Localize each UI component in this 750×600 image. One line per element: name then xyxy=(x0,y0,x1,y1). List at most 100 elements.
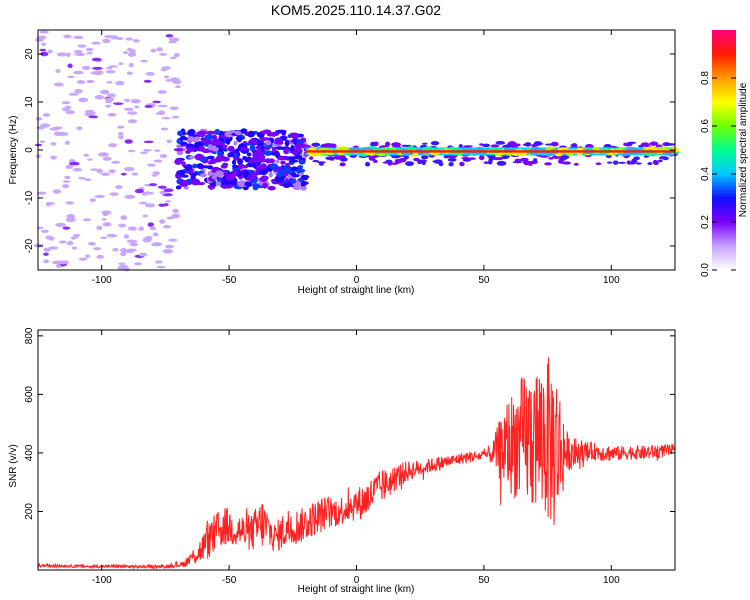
spectrogram-cell xyxy=(166,139,173,144)
spectrogram-cell xyxy=(461,157,471,160)
spectrogram-cell xyxy=(92,66,103,70)
spectrogram-cell xyxy=(102,222,112,227)
spectrogram-cell xyxy=(120,172,127,176)
snr-ylabel: SNR (v/v) xyxy=(8,444,19,487)
spectrogram-cell xyxy=(215,142,225,146)
spectrogram-cell xyxy=(55,264,62,269)
spectrogram-cell xyxy=(573,163,579,166)
spectrogram-cell xyxy=(65,201,74,205)
spectrogram-cell xyxy=(633,156,640,161)
spectrogram-cell xyxy=(105,104,112,108)
spectrogram-ylabel: Frequency (Hz) xyxy=(8,116,19,185)
snr-y-tick-label: 200 xyxy=(24,503,35,520)
spectrogram-cell xyxy=(61,184,70,189)
spectrogram-cell xyxy=(231,164,239,169)
spectrogram-cell xyxy=(256,140,264,147)
spectrogram-cell xyxy=(61,101,71,105)
spectrogram-cell xyxy=(77,44,87,48)
spectrogram-cell xyxy=(211,175,218,180)
spectrogram-cell xyxy=(214,128,221,136)
spectrogram-cell xyxy=(233,140,238,146)
spectrogram-cell xyxy=(325,156,335,160)
spectrogram-cell xyxy=(243,165,249,169)
spectrogram-cell xyxy=(225,173,236,181)
spectrogram-cell xyxy=(89,198,96,203)
colorbar-gradient xyxy=(712,30,736,270)
spectrogram-cell xyxy=(275,146,285,150)
spectrogram-cell xyxy=(82,218,92,222)
chart-title: KOM5.2025.110.14.37.G02 xyxy=(270,2,442,18)
spectrogram-cell xyxy=(127,52,137,57)
snr-plot-area xyxy=(38,330,675,570)
spectrogram-cell xyxy=(550,141,559,147)
spectrogram-cell xyxy=(76,80,86,84)
spectrogram-cell xyxy=(275,141,284,145)
spectrogram-y-tick-label: 0 xyxy=(24,147,35,153)
spectrogram-cell xyxy=(658,156,668,160)
spectrogram-cell xyxy=(158,110,166,116)
spectrogram-cell xyxy=(115,185,123,189)
spectrogram-cell xyxy=(270,152,280,156)
spectrogram-cell xyxy=(247,130,255,138)
spectrogram-cell xyxy=(311,142,321,147)
snr-x-ticks: -100 -50 0 50 100 xyxy=(92,330,620,586)
spectrogram-cell xyxy=(100,236,107,240)
spectrogram-xlabel: Height of straight line (km) xyxy=(298,285,415,296)
spectrogram-cell xyxy=(295,168,306,173)
spectrogram-cell xyxy=(185,143,195,148)
spectrogram-cell xyxy=(214,170,224,178)
spectrogram-cell xyxy=(237,180,247,188)
spectrogram-cell xyxy=(65,52,71,57)
spectrogram-cell xyxy=(244,181,253,188)
spectrogram-cell xyxy=(102,156,112,161)
spectrogram-cell xyxy=(244,177,254,181)
spectrogram-cell xyxy=(295,154,303,160)
spectrogram-cell xyxy=(123,166,135,172)
spectrogram-cell xyxy=(157,90,168,94)
spectrogram-cell xyxy=(72,233,81,237)
spectrogram-cell xyxy=(370,141,377,147)
spectrogram-cell xyxy=(385,141,391,147)
spectrogram-cell xyxy=(98,152,109,157)
spectrogram-cell xyxy=(652,159,658,165)
spectrogram-cell xyxy=(86,110,96,116)
spectrogram-cell xyxy=(118,62,124,66)
spectrogram-cell xyxy=(93,247,101,251)
spectrogram-cell xyxy=(665,143,676,146)
spectrogram-cell xyxy=(291,174,300,178)
spectrogram-cell xyxy=(483,161,490,165)
spectrogram-cell xyxy=(129,242,139,247)
spectrogram-cell xyxy=(159,52,168,56)
spectrogram-cell xyxy=(166,216,175,220)
spectrogram-cell xyxy=(163,188,174,193)
colorbar-label: Normalized spectral amplitude xyxy=(738,82,749,217)
spectrogram-cell xyxy=(312,160,320,163)
spectrogram-cell xyxy=(52,189,62,194)
spectrogram-cell xyxy=(171,115,180,119)
spectrogram-cell xyxy=(134,188,144,194)
spectrogram-cell xyxy=(237,158,244,165)
spectrogram-cell xyxy=(111,160,121,164)
spectrogram-cell xyxy=(157,104,168,108)
spectrogram-cell xyxy=(224,130,234,138)
spectrogram-cell xyxy=(468,157,476,160)
spectrogram-cell xyxy=(72,167,83,172)
colorbar-tick-label: 0.2 xyxy=(700,215,711,229)
spectrogram-cell xyxy=(62,180,71,183)
spectrogram-cell xyxy=(502,144,513,148)
spectrogram-cell xyxy=(180,141,188,146)
spectrogram-cell xyxy=(144,203,156,208)
spectrogram-cell xyxy=(64,175,71,180)
colorbar-tick-label: 0.6 xyxy=(700,119,711,133)
spectrogram-cell xyxy=(156,265,166,269)
spectrogram-cell xyxy=(246,152,252,157)
spectrogram-cell xyxy=(271,146,277,152)
spectrogram-cell xyxy=(116,37,124,40)
spectrogram-cell xyxy=(339,162,346,167)
spectrogram-cell xyxy=(147,222,154,227)
spectrogram-cell xyxy=(118,223,127,228)
spectrogram-cell xyxy=(382,161,392,164)
spectrogram-cell xyxy=(173,148,184,152)
spectrogram-cell xyxy=(117,82,125,86)
